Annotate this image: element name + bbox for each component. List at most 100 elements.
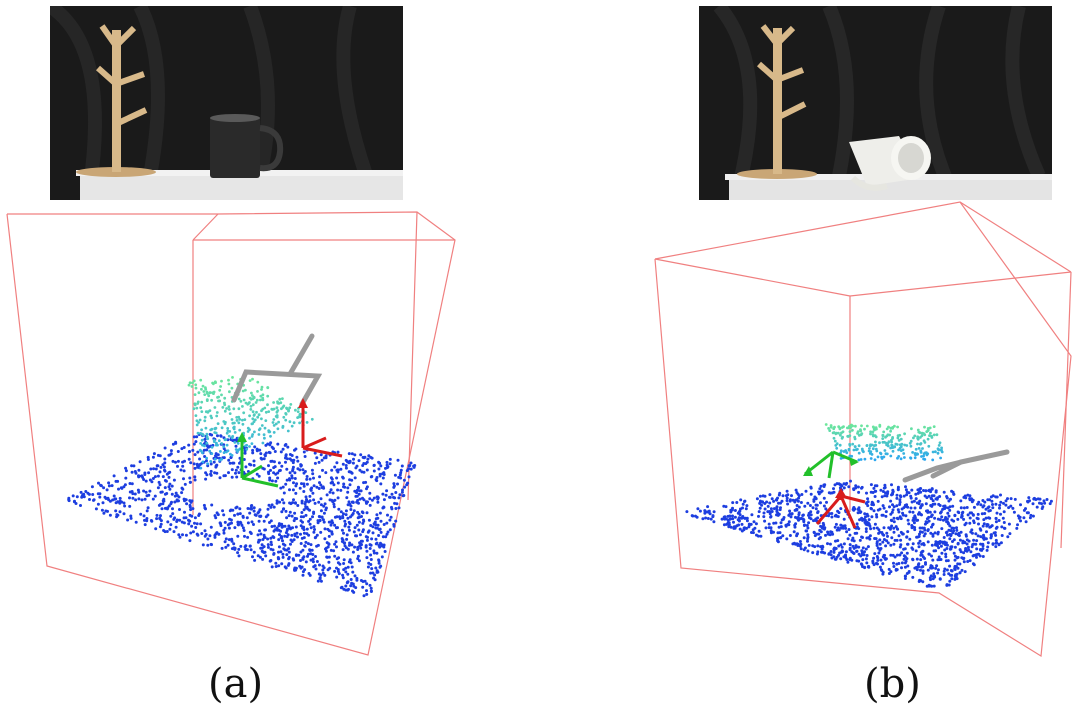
cloud-point	[945, 530, 949, 534]
cloud-point	[811, 551, 815, 555]
cloud-point	[274, 561, 278, 565]
cloud-point	[890, 483, 893, 487]
cloud-point	[869, 432, 872, 436]
cloud-point	[954, 532, 958, 536]
cloud-point	[932, 425, 936, 428]
cloud-point	[981, 544, 985, 548]
cloud-point	[227, 378, 230, 382]
cloud-point	[252, 523, 255, 526]
cloud-point	[903, 456, 906, 459]
cloud-point	[71, 494, 75, 498]
cloud-point	[896, 436, 900, 440]
cloud-point	[991, 542, 995, 546]
cloud-point	[294, 408, 297, 412]
cloud-point	[213, 431, 217, 434]
cloud-point	[905, 535, 909, 539]
cloud-point	[138, 460, 142, 464]
cloud-point	[269, 468, 272, 472]
cloud-point	[986, 541, 990, 545]
cloud-point	[280, 522, 284, 526]
cloud-point	[306, 552, 310, 556]
cloud-point	[937, 555, 941, 559]
cloud-point	[194, 386, 198, 390]
cloud-point	[927, 444, 931, 448]
cloud-point	[241, 515, 245, 519]
cloud-point	[364, 535, 368, 539]
cloud-point	[351, 500, 355, 504]
cloud-point	[809, 513, 813, 517]
cloud-point	[888, 505, 891, 509]
cloud-point	[779, 536, 783, 540]
cloud-point	[932, 494, 936, 498]
cloud-point	[393, 501, 397, 505]
panel-b: (b)	[541, 0, 1082, 716]
cloud-point	[390, 492, 394, 496]
cloud-point	[356, 554, 360, 558]
cloud-point	[887, 567, 891, 571]
cloud-point	[332, 483, 336, 487]
cloud-point	[814, 503, 818, 507]
cloud-point	[197, 391, 201, 395]
cloud-point	[919, 568, 922, 572]
cloud-point	[369, 571, 373, 575]
cloud-point	[858, 538, 862, 542]
cloud-point	[832, 436, 836, 440]
cloud-point	[171, 442, 175, 446]
cloud-point	[267, 410, 271, 413]
cloud-point	[900, 507, 904, 511]
cloud-point	[827, 552, 831, 556]
cloud-point	[217, 395, 221, 399]
cloud-point	[921, 571, 925, 575]
cloud-point	[848, 430, 852, 433]
cloud-point	[190, 524, 194, 528]
cloud-point	[128, 490, 132, 494]
cloud-point	[865, 491, 868, 495]
cloud-point	[196, 431, 200, 435]
cloud-point	[968, 559, 972, 563]
cloud-point	[362, 518, 365, 522]
cloud-point	[302, 490, 306, 493]
cloud-point	[938, 542, 942, 545]
cloud-point	[874, 440, 877, 444]
cloud-point	[920, 431, 924, 435]
cloud-point	[883, 449, 887, 452]
cloud-point	[870, 515, 874, 519]
cloud-point	[212, 460, 216, 464]
cloud-point	[287, 514, 291, 518]
cloud-point	[152, 467, 156, 471]
cloud-point	[1048, 502, 1052, 506]
cloud-point	[969, 550, 973, 554]
cloud-point	[317, 515, 321, 518]
cloud-point	[276, 442, 280, 446]
cloud-point	[146, 455, 150, 459]
cloud-point	[882, 506, 886, 510]
cloud-point	[839, 449, 843, 453]
cloud-point	[388, 495, 392, 499]
cloud-point	[227, 471, 230, 475]
cloud-point	[885, 539, 889, 543]
cloud-point	[938, 518, 942, 522]
cloud-point	[788, 512, 792, 516]
cloud-point	[285, 457, 289, 461]
cloud-point	[237, 523, 240, 527]
cloud-point	[856, 485, 860, 489]
cloud-point	[935, 564, 939, 568]
cloud-point	[799, 501, 803, 504]
cloud-point	[854, 544, 858, 548]
cloud-point	[249, 397, 253, 401]
cloud-point	[371, 571, 375, 575]
cloud-point	[763, 507, 767, 511]
cloud-point	[726, 518, 730, 522]
cloud-point	[272, 471, 276, 475]
cloud-point	[279, 450, 283, 454]
cloud-point	[819, 545, 823, 549]
cloud-point	[1006, 535, 1010, 539]
cloud-point	[815, 552, 819, 556]
cloud-point	[128, 504, 132, 508]
cloud-point	[745, 504, 749, 508]
cloud-point	[899, 517, 903, 521]
cloud-point	[1011, 506, 1015, 510]
cloud-point	[903, 577, 907, 580]
cloud-point	[916, 435, 920, 439]
cloud-point	[205, 459, 208, 463]
